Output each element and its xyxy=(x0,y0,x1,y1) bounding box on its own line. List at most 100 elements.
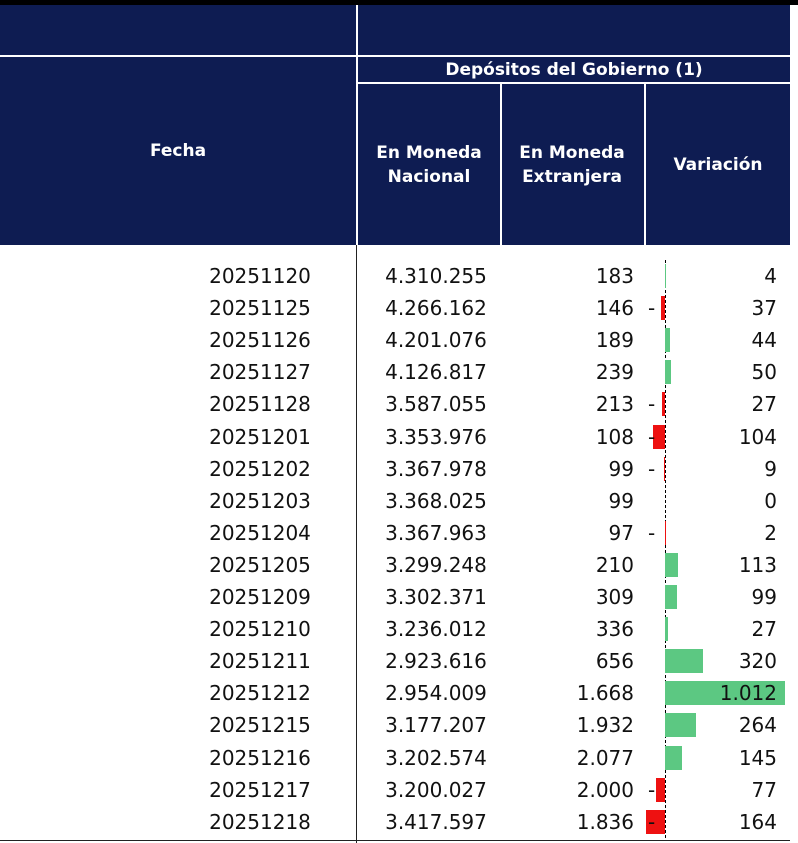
variacion-cell: 50 xyxy=(751,360,777,385)
variacion-cell: 145 xyxy=(738,745,777,770)
date-cell: 20251216 xyxy=(209,745,311,770)
variacion-cell: 113 xyxy=(738,552,777,577)
extranjera-cell: 210 xyxy=(595,552,634,577)
variacion-cell: 99 xyxy=(751,585,777,609)
sign-cell: - xyxy=(648,392,656,417)
column-header: Fecha xyxy=(149,141,207,161)
extranjera-cell: 99 xyxy=(608,488,634,513)
date-cell: 20251127 xyxy=(209,360,311,385)
date-cell: 20251201 xyxy=(209,424,311,449)
group-header: Depósitos del Gobierno (1) xyxy=(445,59,703,80)
nacional-cell: 3.367.978 xyxy=(385,456,487,481)
extranjera-cell: 1.668 xyxy=(576,681,634,706)
extranjera-cell: 183 xyxy=(595,264,634,288)
extranjera-cell: 97 xyxy=(608,520,634,545)
variacion-cell: 0 xyxy=(764,488,777,513)
nacional-cell: 3.367.963 xyxy=(385,520,487,545)
nacional-cell: 2.954.009 xyxy=(385,681,487,706)
date-cell: 20251128 xyxy=(209,392,311,417)
date-cell: 20251204 xyxy=(209,520,311,545)
sign-cell: - xyxy=(648,777,656,802)
variacion-cell: 4 xyxy=(764,264,777,288)
extranjera-cell: 656 xyxy=(595,649,634,674)
variacion-cell: 1.012 xyxy=(719,681,777,706)
nacional-cell: 3.299.248 xyxy=(385,552,487,577)
nacional-cell: 3.353.976 xyxy=(385,424,487,449)
nacional-cell: 3.587.055 xyxy=(385,392,487,417)
header-background xyxy=(0,5,790,245)
header-divider xyxy=(644,84,646,245)
nacional-cell: 3.202.574 xyxy=(385,745,487,770)
variacion-cell: 104 xyxy=(738,424,777,449)
nacional-cell: 3.200.027 xyxy=(385,777,487,802)
variacion-cell: 37 xyxy=(751,296,777,321)
data-bar xyxy=(665,649,703,674)
variacion-cell: 27 xyxy=(751,392,777,417)
data-bar xyxy=(665,681,785,706)
data-bar xyxy=(665,585,677,609)
data-bar xyxy=(665,552,679,577)
data-bar xyxy=(645,809,665,834)
data-bar xyxy=(661,392,665,417)
nacional-cell: 4.126.817 xyxy=(385,360,487,385)
data-bar xyxy=(652,424,665,449)
data-bar xyxy=(665,328,671,353)
date-cell: 20251120 xyxy=(209,264,311,288)
date-cell: 20251212 xyxy=(209,681,311,706)
data-bar xyxy=(665,360,671,385)
extranjera-cell: 108 xyxy=(595,424,634,449)
date-cell: 20251126 xyxy=(209,328,311,353)
date-cell: 20251202 xyxy=(209,456,311,481)
extranjera-cell: 1.836 xyxy=(576,809,634,834)
variacion-cell: 44 xyxy=(751,328,777,353)
extranjera-cell: 99 xyxy=(608,456,634,481)
extranjera-cell: 2.000 xyxy=(576,777,634,802)
extranjera-cell: 1.932 xyxy=(576,713,634,738)
nacional-cell: 3.177.207 xyxy=(385,713,487,738)
date-cell: 20251209 xyxy=(209,585,311,609)
extranjera-cell: 239 xyxy=(595,360,634,385)
column-header: En Moneda Extranjera xyxy=(519,142,625,187)
extranjera-cell: 213 xyxy=(595,392,634,417)
data-bar xyxy=(665,745,683,770)
sign-cell: - xyxy=(648,456,656,481)
nacional-cell: 4.266.162 xyxy=(385,296,487,321)
data-bar xyxy=(665,713,697,738)
nacional-cell: 3.302.371 xyxy=(385,585,487,609)
nacional-cell: 2.923.616 xyxy=(385,649,487,674)
date-cell: 20251211 xyxy=(209,649,311,674)
extranjera-cell: 2.077 xyxy=(576,745,634,770)
date-cell: 20251210 xyxy=(209,617,311,642)
nacional-cell: 4.201.076 xyxy=(385,328,487,353)
header-divider xyxy=(0,55,790,57)
nacional-cell: 3.236.012 xyxy=(385,617,487,642)
sign-cell: - xyxy=(648,296,656,321)
variacion-cell: 2 xyxy=(764,520,777,545)
variacion-cell: 320 xyxy=(738,649,777,674)
column-border xyxy=(356,245,357,843)
nacional-cell: 4.310.255 xyxy=(385,264,487,288)
bottom-border xyxy=(0,840,790,841)
sign-cell: - xyxy=(648,520,656,545)
variacion-cell: 264 xyxy=(738,713,777,738)
data-bar xyxy=(665,617,669,642)
header-divider xyxy=(357,82,790,84)
variacion-cell: 9 xyxy=(764,456,777,481)
date-cell: 20251125 xyxy=(209,296,311,321)
header-divider xyxy=(356,5,358,245)
data-bar xyxy=(655,777,665,802)
variacion-cell: 164 xyxy=(738,809,777,834)
column-header: En Moneda Nacional xyxy=(376,142,482,187)
variacion-cell: 77 xyxy=(751,777,777,802)
variacion-cell: 27 xyxy=(751,617,777,642)
top-bar xyxy=(0,0,798,5)
extranjera-cell: 146 xyxy=(595,296,634,321)
column-header: Variación xyxy=(673,154,763,175)
sign-cell: - xyxy=(648,424,656,449)
date-cell: 20251218 xyxy=(209,809,311,834)
bar-axis xyxy=(665,260,666,838)
data-bar xyxy=(660,296,665,321)
date-cell: 20251203 xyxy=(209,488,311,513)
date-cell: 20251217 xyxy=(209,777,311,802)
